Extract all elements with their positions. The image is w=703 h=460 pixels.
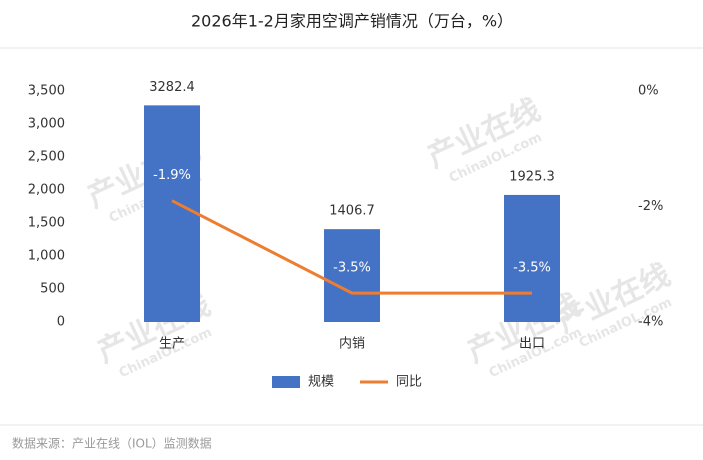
y-tick-label: 1,000 bbox=[28, 249, 65, 264]
y-tick-label: 2,000 bbox=[28, 183, 65, 198]
legend-label: 规模 bbox=[308, 375, 334, 390]
legend-swatch bbox=[272, 376, 300, 388]
y-tick-label: 500 bbox=[40, 282, 65, 297]
legend-label: 同比 bbox=[396, 375, 422, 390]
line-value-label: -1.9% bbox=[153, 168, 191, 183]
line-value-label: -3.5% bbox=[333, 261, 371, 276]
x-tick-label: 内销 bbox=[339, 336, 365, 352]
bar-value-label: 1406.7 bbox=[329, 204, 375, 219]
bar bbox=[504, 194, 560, 322]
bar bbox=[324, 229, 380, 322]
bar bbox=[144, 105, 200, 322]
y-tick-label: 0 bbox=[57, 315, 65, 330]
chart-title: 2026年1-2月家用空调产销情况（万台，%） bbox=[191, 12, 513, 31]
bar-value-label: 1925.3 bbox=[509, 169, 555, 184]
y-tick-label: 2,500 bbox=[28, 150, 65, 165]
y-tick-label: 3,500 bbox=[28, 84, 65, 99]
y-tick-label: 1,500 bbox=[28, 216, 65, 231]
y2-tick-label: 0% bbox=[638, 84, 659, 99]
bar-value-label: 3282.4 bbox=[149, 80, 195, 95]
line-value-label: -3.5% bbox=[513, 261, 551, 276]
x-tick-label: 生产 bbox=[159, 337, 185, 352]
y2-tick-label: -2% bbox=[638, 199, 663, 214]
source-note: 数据来源：产业在线（IOL）监测数据 bbox=[12, 436, 212, 451]
y2-tick-label: -4% bbox=[638, 315, 663, 330]
y-tick-label: 3,000 bbox=[28, 117, 65, 132]
x-tick-label: 出口 bbox=[519, 337, 545, 352]
line bbox=[171, 199, 532, 295]
